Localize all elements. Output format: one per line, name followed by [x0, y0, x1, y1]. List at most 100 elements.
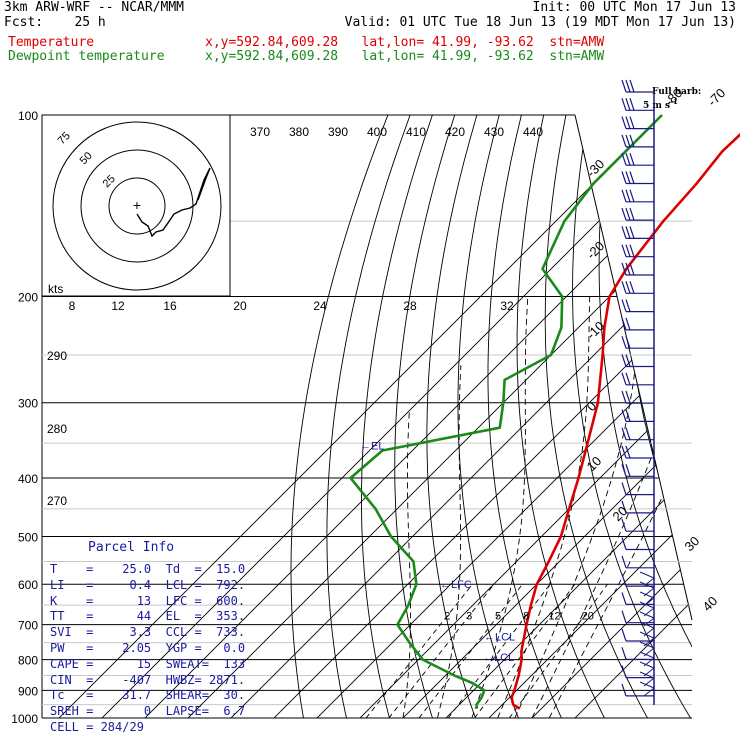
- pressure-label: 100: [18, 109, 38, 123]
- wind-barb-flag: [621, 628, 627, 642]
- dry-adiabat: [572, 115, 692, 718]
- theta-label: 290: [47, 349, 67, 363]
- hodograph-center-marker: +: [133, 197, 141, 213]
- isotherm-line: [389, 115, 692, 718]
- wind-barb: [621, 610, 654, 624]
- wind-barb-flag: [625, 390, 631, 404]
- wind-barb-flag: [621, 262, 627, 276]
- wind-barb-flag: [621, 281, 627, 294]
- dry-adiabat: [457, 115, 525, 718]
- theta-label: 390: [328, 125, 348, 139]
- wind-barb-flag: [621, 244, 627, 257]
- wind-barb-flag: [621, 519, 627, 532]
- dewpoint-line: [349, 114, 663, 709]
- theta-label: 400: [367, 125, 387, 139]
- parcel-info-row: CAPE = 15 SWEAT= 133: [50, 656, 246, 671]
- wind-barb: [621, 519, 654, 532]
- wind-barb-flag: [629, 79, 635, 93]
- wind-barb-flag: [621, 226, 627, 239]
- wind-barb-flag: [625, 171, 631, 184]
- moist-adiabat: [514, 296, 641, 718]
- wind-barb: [621, 500, 654, 514]
- level-annotation: ←LCL: [484, 632, 515, 644]
- wind-barb-flag: [621, 500, 627, 514]
- moist-adiabat: [548, 296, 692, 718]
- wind-barb-flag: [625, 98, 631, 111]
- wind-barb: [621, 226, 654, 239]
- pressure-label: 900: [18, 684, 38, 698]
- pressure-label: 600: [18, 578, 38, 592]
- isotherm-label: 40: [700, 593, 721, 614]
- hodograph-scale-label: 24: [313, 299, 327, 313]
- wind-barb: [621, 537, 654, 551]
- wind-barb-flag: [621, 464, 627, 477]
- hodograph-scale-label: 20: [233, 299, 247, 313]
- pressure-label: 1000: [11, 712, 38, 726]
- hodograph-scale-label: 8: [69, 299, 76, 313]
- wind-barb-flag: [629, 207, 635, 221]
- wind-barb-flag: [621, 153, 627, 166]
- wind-barb-flag: [629, 244, 635, 257]
- wind-barb-flag: [625, 244, 631, 257]
- theta-label: 380: [289, 125, 309, 139]
- wind-barb-flag: [625, 409, 631, 422]
- wind-barb-flag: [625, 189, 631, 202]
- wind-barb-flag: [621, 336, 627, 349]
- moist-adiabat: [436, 365, 462, 718]
- wind-barb: [621, 171, 654, 185]
- mixing-ratio-line: [365, 583, 473, 718]
- parcel-info-row: TT = 44 EL = 353.: [50, 609, 246, 624]
- dry-adiabat: [698, 87, 740, 730]
- wind-barb-flag: [625, 116, 631, 129]
- dry-adiabat: [544, 115, 655, 718]
- isotherm-line: [561, 115, 692, 718]
- isotherm-label: -80: [662, 85, 686, 109]
- level-annotation: ←EL: [360, 440, 384, 452]
- hodograph-scale-label: 12: [111, 299, 125, 313]
- dry-adiabat: [673, 115, 692, 718]
- wind-barb: [621, 336, 654, 349]
- dewpoint-legend-info: x,y=592.84,609.28 lat,lon= 41.99, -93.62…: [205, 49, 605, 64]
- parcel-info-title: Parcel Info: [88, 540, 175, 555]
- level-annotation: ←LFC: [440, 579, 472, 591]
- wind-barb-flag: [621, 79, 627, 93]
- model-title: 3km ARW-WRF -- NCAR/MMM: [4, 0, 185, 15]
- wind-barb-flag: [629, 262, 635, 276]
- pressure-label: 500: [18, 530, 38, 544]
- hodograph-axis-label: kts: [48, 282, 63, 296]
- moist-adiabat: [402, 411, 412, 718]
- wind-barb-lower: [639, 681, 655, 697]
- dry-adiabat: [426, 115, 486, 718]
- wind-barb: [621, 427, 654, 441]
- mixing-ratio-line: [474, 583, 576, 718]
- wind-barb-flag: [625, 372, 631, 385]
- init-time: Init: 00 UTC Mon 17 Jun 13: [532, 0, 737, 15]
- dry-adiabat: [598, 115, 692, 718]
- theta-label: 440: [523, 125, 543, 139]
- wind-barb-flag: [621, 390, 627, 404]
- wind-barb-flag: [621, 171, 627, 184]
- wind-barb: [621, 153, 654, 166]
- mixing-ratio-line: [418, 583, 523, 718]
- wind-barb-flag: [621, 317, 627, 331]
- level-annotations: ←EL ←LFC ←LCL ←LCL: [360, 440, 515, 664]
- wind-barb-flag: [625, 299, 631, 312]
- parcel-info-row: Tc = 31.7 SHEAR= 30.: [50, 688, 246, 703]
- parcel-info-row: CIN = -407 HWBZ= 2871.: [50, 672, 246, 687]
- wind-barb-flag: [625, 281, 631, 294]
- pressure-label: 200: [18, 291, 38, 305]
- pressure-label: 300: [18, 397, 38, 411]
- mixing-ratio-label: 20: [582, 611, 594, 623]
- theta-label: 420: [445, 125, 465, 139]
- wind-profile: [621, 79, 655, 705]
- wind-barb-flag: [625, 464, 631, 477]
- wind-barb-flag: [625, 427, 631, 440]
- hodograph-box: [41, 114, 231, 297]
- wind-barb: [621, 390, 654, 404]
- wind-barb-flag: [621, 555, 627, 568]
- wind-barb: [621, 409, 654, 422]
- wind-barb-flag: [621, 427, 627, 440]
- wind-barb: [621, 354, 654, 368]
- barb-key-label: Full barb:: [652, 87, 702, 97]
